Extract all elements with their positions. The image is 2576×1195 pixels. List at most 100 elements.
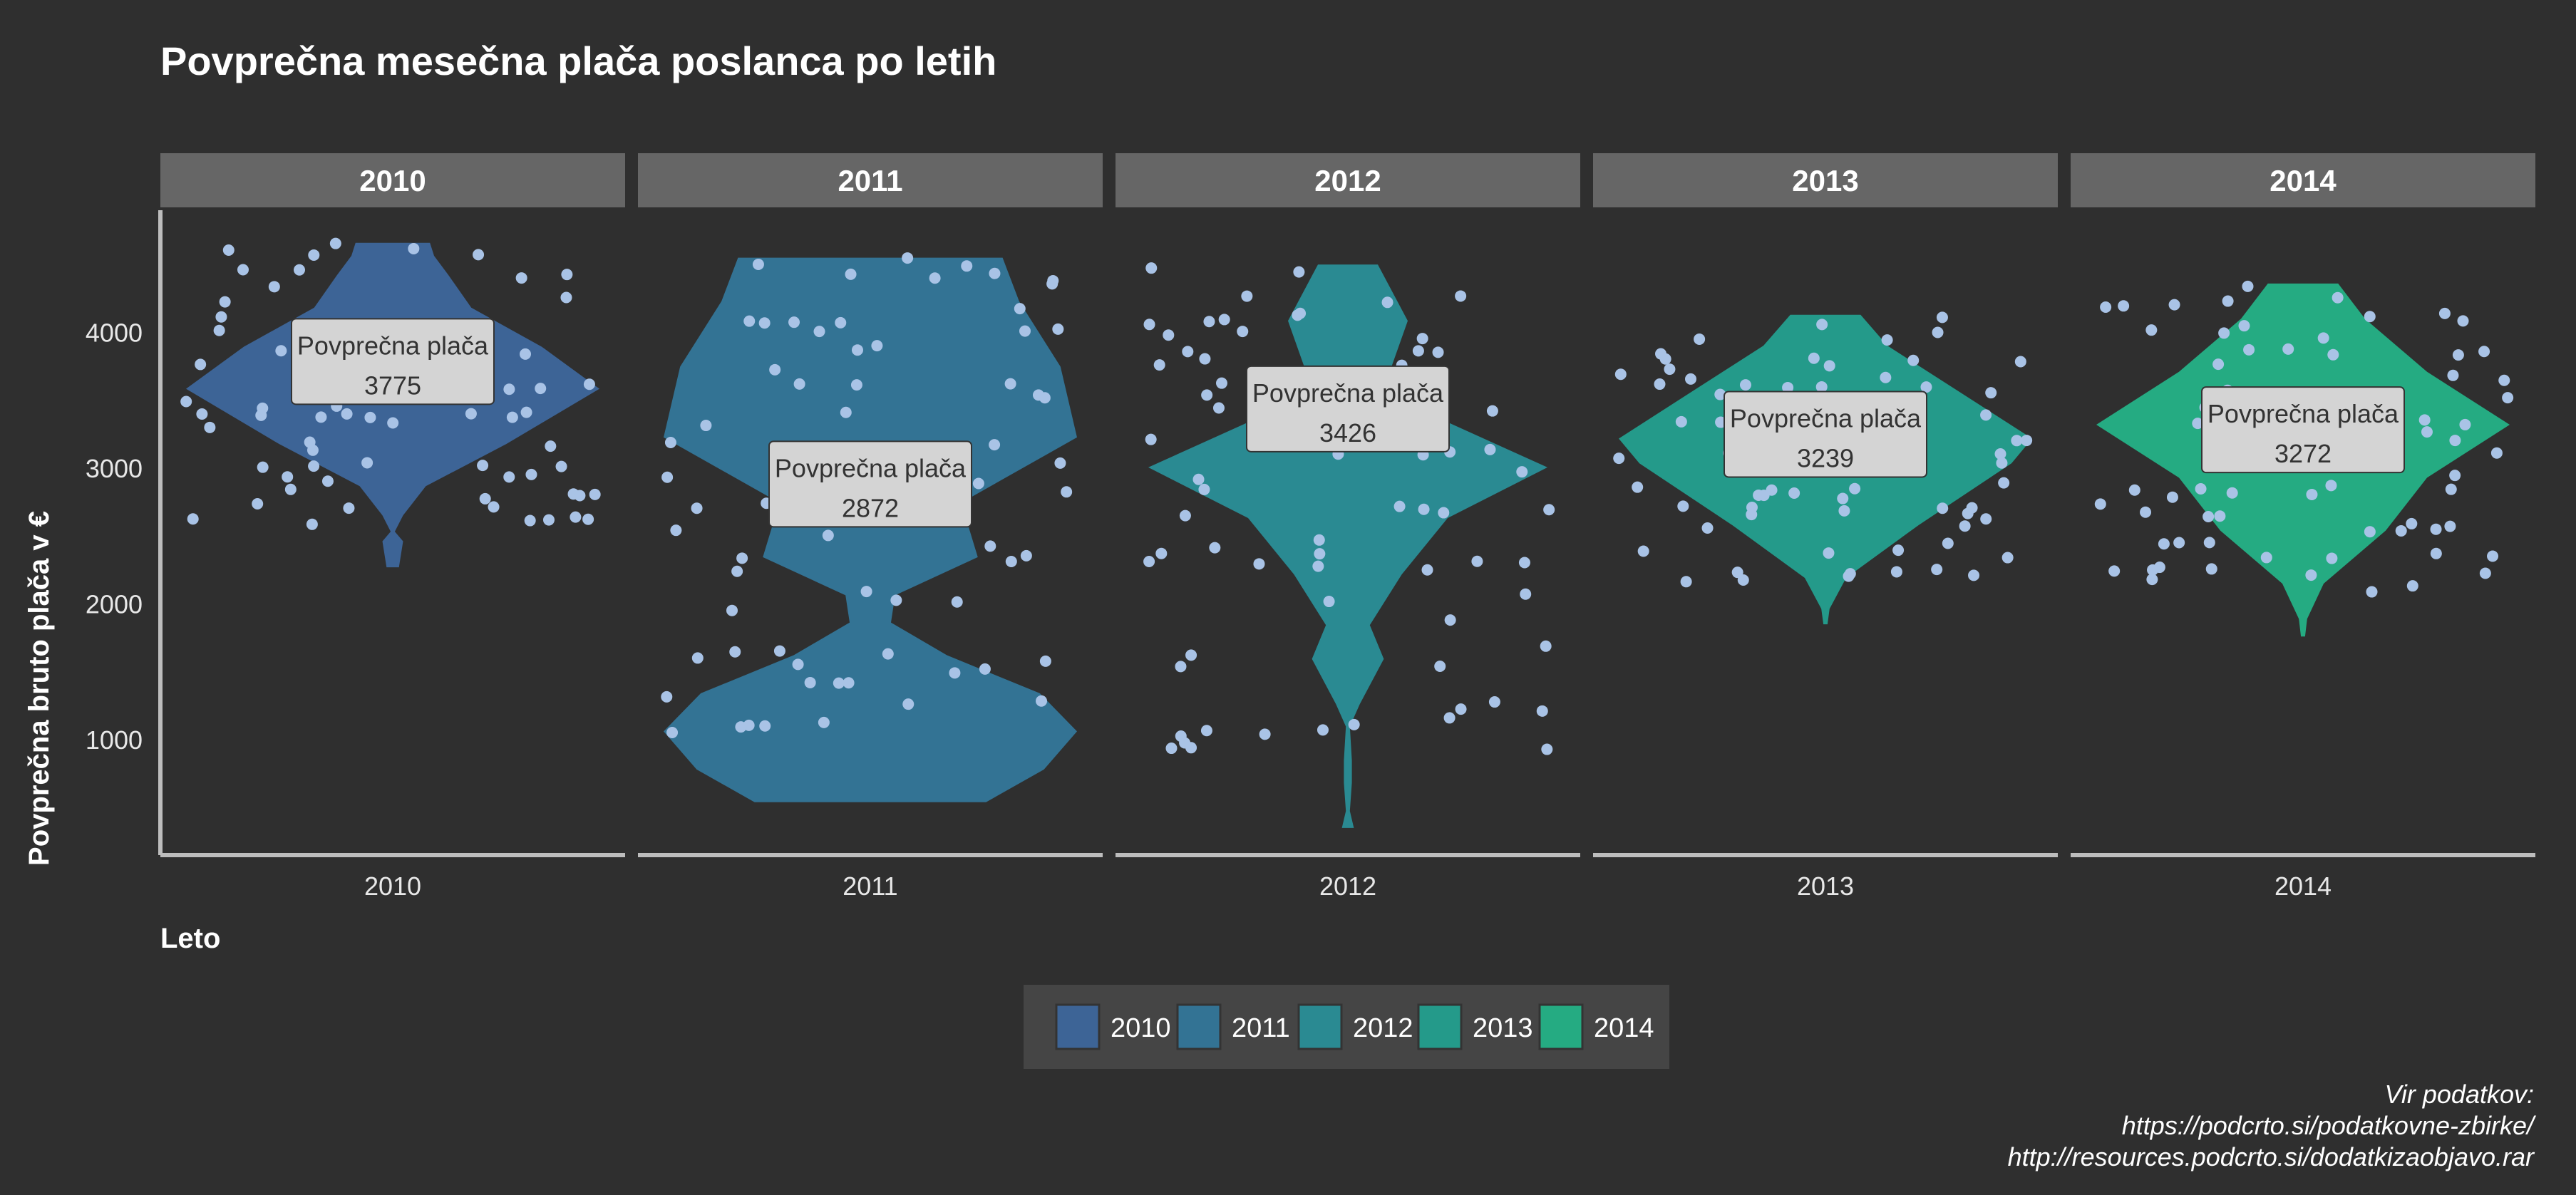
data-point [582, 513, 594, 525]
data-point [951, 596, 963, 608]
data-point [2479, 567, 2491, 579]
data-point [1046, 278, 1058, 290]
violin-shape [186, 242, 599, 568]
data-point [2146, 574, 2158, 586]
data-point [1932, 326, 1944, 338]
data-point [1185, 649, 1197, 661]
data-point [2430, 547, 2442, 559]
data-point [503, 471, 515, 483]
x-tick-label: 2010 [364, 871, 421, 901]
data-point [833, 677, 845, 689]
jitter-points [2094, 280, 2514, 598]
data-point [2332, 291, 2344, 304]
data-point [213, 324, 225, 336]
data-point [477, 460, 489, 472]
data-point [1203, 316, 1215, 328]
data-point [2502, 392, 2514, 404]
mean-label-title: Povprečna plača [1252, 378, 1444, 408]
data-point [752, 259, 764, 271]
data-point [187, 513, 199, 525]
data-point [1153, 359, 1165, 371]
data-point [804, 676, 816, 688]
data-point [769, 363, 781, 376]
data-point [2449, 435, 2461, 447]
caption-line: http://resources.podcrto.si/dodatkizaobj… [2008, 1142, 2535, 1171]
data-point [818, 716, 830, 728]
data-point [1052, 323, 1064, 335]
data-point [860, 586, 872, 598]
data-point [1815, 381, 1828, 393]
data-point [1985, 387, 1997, 399]
data-point [519, 348, 531, 360]
data-point [282, 471, 294, 483]
data-point [1201, 389, 1213, 401]
data-point [2459, 418, 2471, 430]
data-point [361, 457, 373, 469]
data-point [2212, 358, 2225, 371]
data-point [1701, 522, 1714, 534]
y-axis-ticks: 1000 2000 3000 4000 [86, 318, 143, 755]
data-point [1823, 360, 1835, 372]
data-point [2128, 484, 2140, 496]
data-point [2014, 356, 2026, 368]
data-point [792, 658, 804, 671]
data-point [1613, 452, 1625, 465]
data-point [222, 244, 235, 256]
data-point [2306, 488, 2318, 500]
data-point [2325, 480, 2337, 492]
data-point [2242, 280, 2254, 292]
data-point [666, 727, 679, 739]
data-point [2218, 327, 2230, 339]
data-point [1471, 555, 1483, 567]
data-point [1143, 555, 1155, 567]
data-point [2327, 348, 2339, 361]
data-point [1808, 352, 1820, 364]
data-point [315, 411, 327, 423]
facet-strip [1116, 153, 1580, 207]
facet-strip-label: 2014 [2270, 164, 2337, 197]
data-point [341, 408, 353, 420]
data-point [1418, 503, 1430, 515]
data-point [979, 663, 991, 675]
facet-strip-label: 2012 [1314, 164, 1381, 197]
data-point [1758, 490, 1770, 502]
data-point [408, 242, 420, 254]
data-point [560, 291, 572, 304]
data-point [840, 406, 852, 418]
caption: Vir podatkov:https://podcrto.si/podatkov… [2008, 1080, 2537, 1171]
data-point [570, 511, 582, 523]
data-point [1931, 564, 1943, 576]
data-point [2108, 565, 2121, 577]
data-point [835, 316, 847, 329]
facet-strip-label: 2011 [838, 164, 902, 197]
data-point [503, 383, 515, 395]
data-point [1165, 743, 1178, 755]
data-point [1004, 378, 1016, 390]
legend: 2010 2011 2012 2013 2014 [1024, 985, 1669, 1069]
data-point [1994, 448, 2006, 460]
mean-label-title: Povprečna plača [297, 331, 489, 360]
data-point [2094, 498, 2106, 510]
data-point [2011, 435, 2023, 447]
data-point [308, 460, 320, 472]
data-point [1175, 730, 1187, 743]
data-point [1737, 574, 1749, 586]
data-point [1145, 262, 1158, 274]
data-point [1163, 329, 1175, 341]
data-point [1516, 466, 1528, 478]
data-point [321, 475, 334, 487]
data-point [882, 648, 894, 660]
data-point [2226, 487, 2238, 499]
data-point [215, 311, 227, 323]
data-point [1936, 311, 1948, 324]
violin-shape [1148, 264, 1547, 828]
data-point [589, 488, 601, 500]
violin-shape [664, 257, 1077, 802]
data-point [1212, 402, 1225, 414]
data-point [2438, 307, 2451, 319]
data-point [1175, 661, 1187, 673]
data-point [1209, 542, 1221, 554]
legend-swatch-2012 [1297, 1003, 1343, 1050]
data-point [1293, 266, 1305, 278]
legend-label: 2010 [1111, 1013, 1171, 1043]
